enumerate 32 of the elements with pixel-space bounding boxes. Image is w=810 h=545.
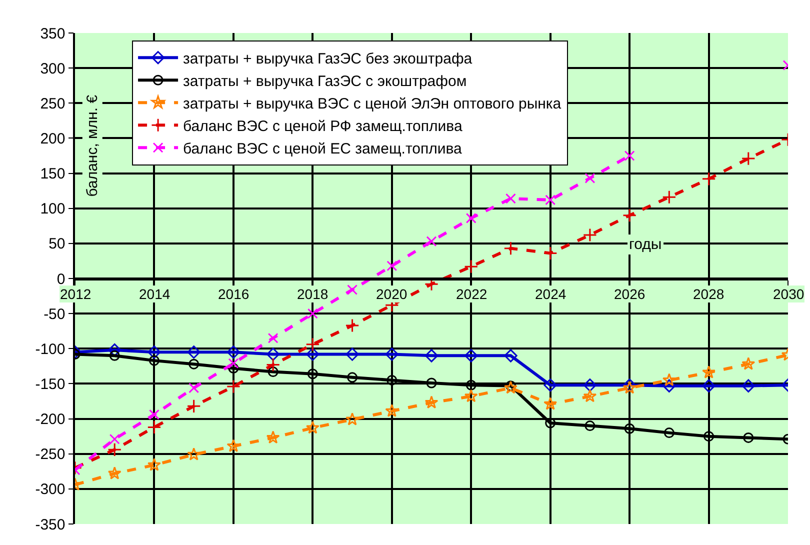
y-tick-label: -300: [35, 481, 66, 498]
x-tick-label: 2016: [218, 286, 250, 302]
y-tick-label: 300: [40, 60, 66, 78]
legend-label: затраты + выручка ГазЭС без экоштрафа: [183, 50, 473, 68]
x-tick-label: 2014: [139, 286, 170, 302]
x-tick-label: 2020: [376, 286, 408, 302]
y-tick-label: 150: [40, 166, 66, 183]
y-tick-label: 350: [40, 25, 66, 42]
y-tick-label: 0: [56, 270, 66, 288]
y-axis-title: баланс, млн. €: [84, 94, 101, 197]
y-tick-label: 100: [40, 200, 66, 218]
legend-label: баланс ВЭС с ценой ЕС замещ.топлива: [183, 140, 463, 158]
y-tick-label: -350: [35, 516, 66, 534]
y-tick-label: 50: [48, 236, 66, 253]
x-tick-label: 2022: [456, 286, 488, 302]
y-tick-label: -50: [44, 306, 66, 323]
y-tick-label: -100: [35, 340, 66, 358]
x-tick-label: 2018: [297, 286, 328, 302]
legend-label: затраты + выручка ГазЭС с экоштрафом: [183, 72, 467, 90]
x-tick-label: 2024: [535, 286, 566, 302]
x-tick-label: 2026: [614, 286, 646, 302]
x-axis-title: годы: [629, 236, 662, 253]
legend-label: затраты + выручка ВЭС с ценой ЭлЭн оптового рынка: [183, 95, 562, 112]
y-tick-label: -150: [35, 376, 66, 393]
y-tick-label: 200: [40, 130, 66, 148]
x-tick-label: 2012: [60, 286, 92, 302]
y-tick-label: -250: [35, 446, 66, 464]
legend-label: баланс ВЭС с ценой РФ замещ.топлива: [183, 118, 463, 135]
y-tick-label: -200: [35, 411, 66, 428]
x-tick-label: 2030: [773, 286, 804, 302]
x-tick-label: 2028: [693, 286, 724, 302]
y-tick-label: 250: [40, 95, 66, 112]
